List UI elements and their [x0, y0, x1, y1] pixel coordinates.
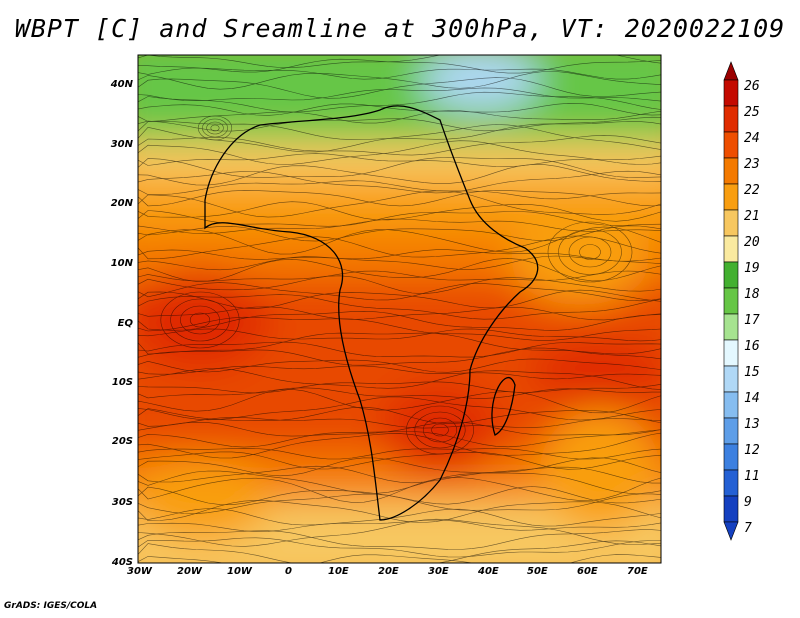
colorbar-segment — [723, 313, 739, 341]
colorbar-label: 14 — [744, 391, 760, 406]
colorbar-label: 21 — [744, 209, 760, 224]
lon-tick-label: 0 — [285, 566, 292, 577]
colorbar-segment — [723, 339, 739, 367]
colorbar-label: 17 — [744, 313, 760, 328]
colorbar-segment — [723, 469, 739, 497]
lon-tick-label: 10W — [227, 566, 252, 577]
map-frame — [137, 54, 662, 564]
lon-tick-label: 70E — [627, 566, 648, 577]
lon-tick-label: 20W — [177, 566, 202, 577]
lon-tick-label: 10E — [328, 566, 349, 577]
lon-tick-label: 30W — [127, 566, 152, 577]
colorbar-segment — [723, 157, 739, 185]
lat-tick-label: 40S — [111, 557, 133, 568]
coastlines — [204, 105, 539, 521]
colorbar-label: 19 — [744, 261, 760, 276]
colorbar-arrow-top — [723, 61, 739, 81]
colorbar-segment — [723, 183, 739, 211]
colorbar-label: 16 — [744, 339, 760, 354]
lat-tick-label: EQ — [117, 318, 133, 329]
colorbar-segment — [723, 365, 739, 393]
lon-tick-label: 50E — [527, 566, 548, 577]
colorbar-label: 18 — [744, 287, 760, 302]
colorbar-segment — [723, 131, 739, 159]
colorbar-segment — [723, 391, 739, 419]
lon-tick-label: 40E — [478, 566, 499, 577]
lat-tick-label: 10S — [111, 377, 133, 388]
lat-tick-label: 20S — [111, 436, 133, 447]
colorbar-segment — [723, 261, 739, 289]
lon-tick-label: 60E — [577, 566, 598, 577]
lat-tick-label: 10N — [110, 258, 133, 269]
chart-title: WBPT [C] and Sreamline at 300hPa, VT: 20… — [14, 14, 786, 43]
colorbar-arrow-bottom — [723, 521, 739, 541]
colorbar-segment — [723, 79, 739, 107]
colorbar-segment — [723, 235, 739, 263]
lat-tick-label: 40N — [110, 79, 133, 90]
colorbar — [723, 61, 739, 541]
colorbar-segment — [723, 287, 739, 315]
colorbar-label: 13 — [744, 417, 760, 432]
footer-credit: GrADS: IGES/COLA — [4, 601, 98, 611]
colorbar-label: 15 — [744, 365, 760, 380]
lat-tick-label: 30N — [110, 139, 133, 150]
colorbar-label: 12 — [744, 443, 760, 458]
colorbar-segment — [723, 443, 739, 471]
colorbar-label: 26 — [744, 79, 760, 94]
colorbar-label: 23 — [744, 157, 760, 172]
colorbar-label: 25 — [744, 105, 760, 120]
colorbar-label: 24 — [744, 131, 760, 146]
lon-tick-label: 30E — [428, 566, 449, 577]
colorbar-label: 20 — [744, 235, 760, 250]
colorbar-segment — [723, 209, 739, 237]
colorbar-segment — [723, 105, 739, 133]
streamlines — [138, 55, 661, 563]
lat-tick-label: 20N — [110, 198, 133, 209]
colorbar-label: 7 — [744, 521, 752, 536]
lon-tick-label: 20E — [378, 566, 399, 577]
colorbar-label: 11 — [744, 469, 760, 484]
colorbar-label: 9 — [744, 495, 752, 510]
map-field — [138, 55, 661, 563]
colorbar-segment — [723, 495, 739, 523]
colorbar-label: 22 — [744, 183, 760, 198]
lat-tick-label: 30S — [111, 497, 133, 508]
colorbar-segment — [723, 417, 739, 445]
